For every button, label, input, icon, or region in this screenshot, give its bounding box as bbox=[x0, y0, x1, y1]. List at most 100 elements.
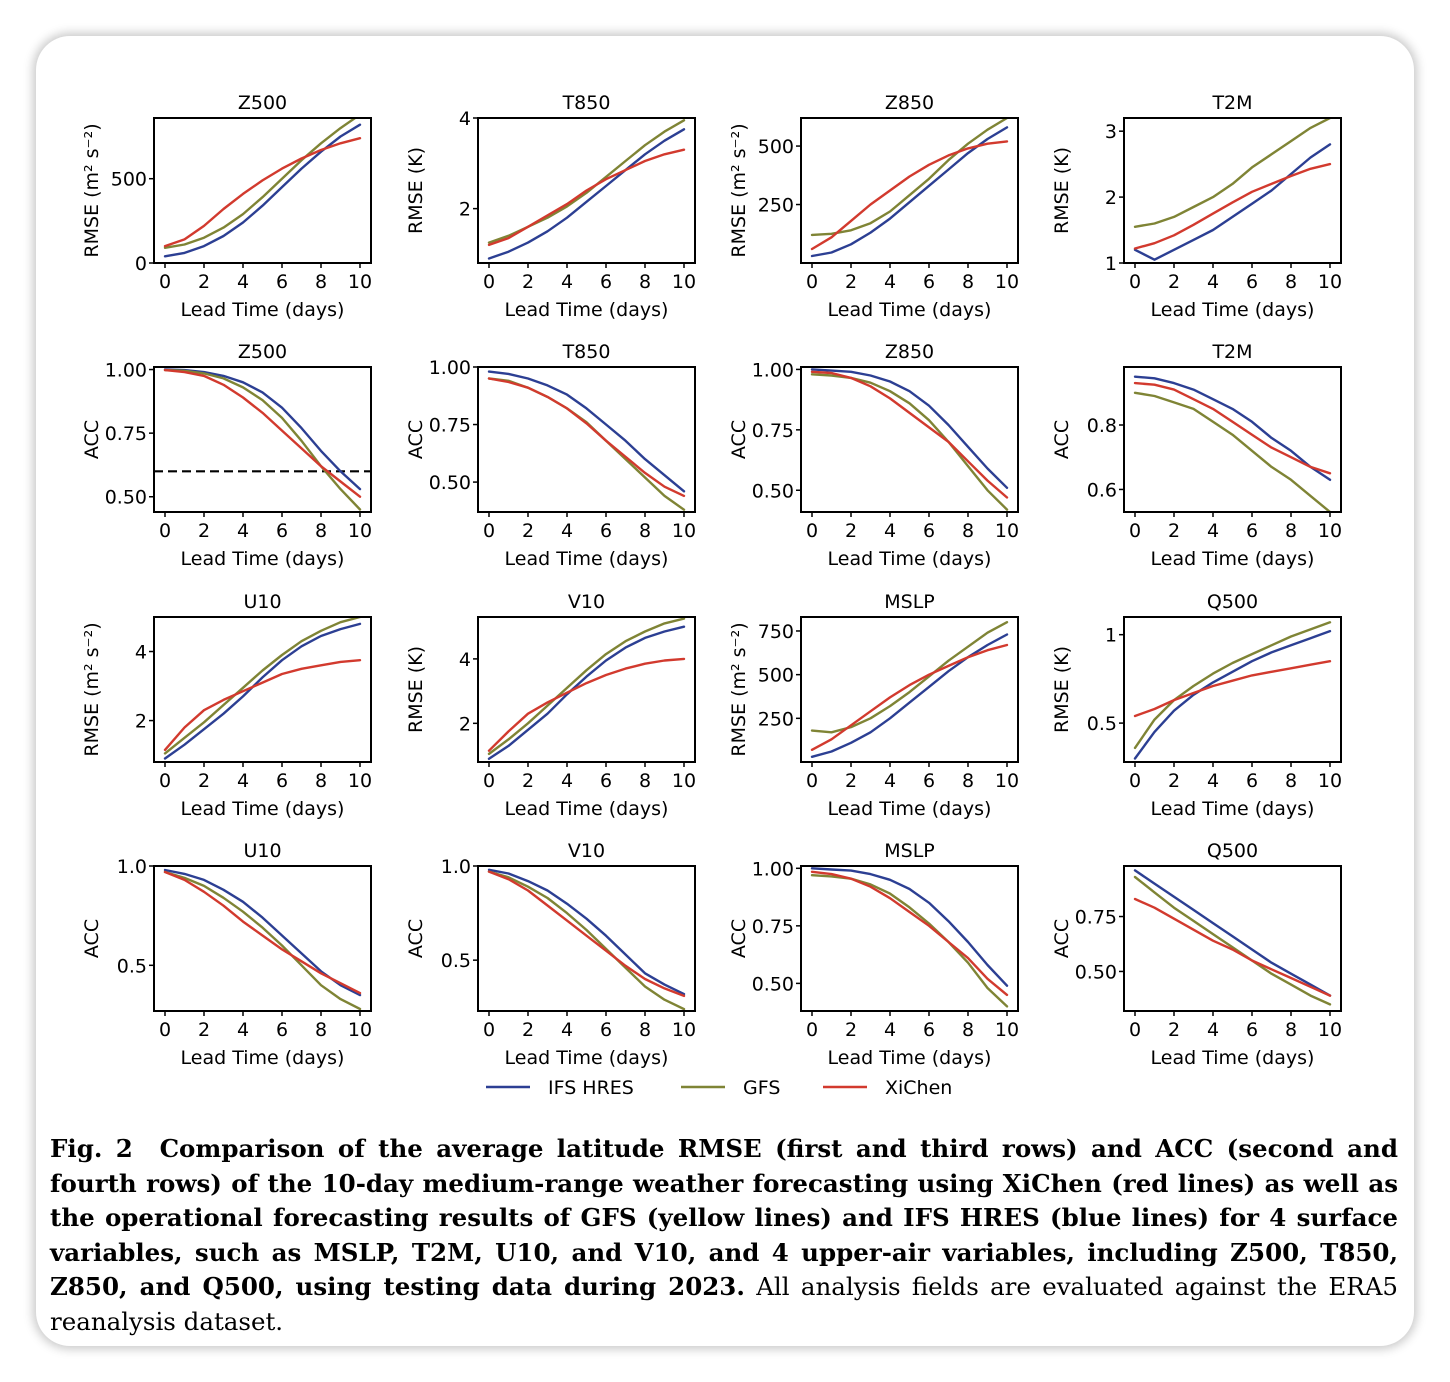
series-line-gfs bbox=[810, 373, 1009, 511]
y-tick-label: 1 bbox=[1105, 253, 1117, 275]
x-tick-label: 6 bbox=[276, 520, 288, 542]
x-axis-label: Lead Time (days) bbox=[505, 299, 669, 321]
y-axis-label: RMSE (K) bbox=[405, 147, 427, 234]
x-tick-label: 0 bbox=[806, 1019, 818, 1041]
series-line-xichen bbox=[810, 643, 1009, 751]
x-tick-label: 10 bbox=[1318, 770, 1342, 792]
x-tick-label: 2 bbox=[1168, 770, 1180, 792]
x-tick-label: 2 bbox=[1168, 520, 1180, 542]
axes-frame bbox=[153, 117, 372, 264]
series-line-xichen bbox=[1133, 381, 1332, 475]
caption-normal-text: All analysis fields are evaluated agains… bbox=[50, 1272, 1398, 1336]
panel-title: T850 bbox=[562, 92, 611, 114]
series-line-gfs bbox=[810, 621, 1009, 734]
series-line-gfs bbox=[487, 618, 686, 756]
y-tick-label: 0.8 bbox=[1087, 415, 1117, 437]
x-tick-label: 4 bbox=[561, 1019, 573, 1041]
y-tick-label: 1.0 bbox=[117, 856, 147, 878]
x-tick-label: 0 bbox=[1129, 1019, 1141, 1041]
y-axis-label: RMSE (m² s⁻²) bbox=[81, 622, 103, 756]
x-tick-label: 10 bbox=[995, 1019, 1019, 1041]
y-tick-label: 0.50 bbox=[105, 487, 147, 509]
y-axis-label: RMSE (K) bbox=[1051, 147, 1073, 234]
x-tick-label: 8 bbox=[639, 271, 651, 293]
series-line-gfs bbox=[1133, 391, 1331, 511]
x-tick-label: 8 bbox=[315, 1019, 327, 1041]
x-tick-label: 2 bbox=[522, 520, 534, 542]
series-line-ifs-hres bbox=[1133, 869, 1332, 997]
y-axis-label: ACC bbox=[1051, 420, 1073, 459]
series-line-xichen bbox=[487, 657, 686, 752]
y-tick-label: 4 bbox=[135, 642, 147, 664]
x-axis-label: Lead Time (days) bbox=[505, 1047, 669, 1069]
panel-title: Z850 bbox=[885, 341, 934, 363]
x-tick-label: 10 bbox=[348, 770, 372, 792]
y-tick-label: 0.50 bbox=[752, 480, 794, 502]
x-tick-label: 2 bbox=[198, 1019, 210, 1041]
x-tick-label: 4 bbox=[884, 1019, 896, 1041]
x-tick-label: 10 bbox=[672, 271, 696, 293]
x-tick-label: 4 bbox=[237, 271, 249, 293]
series-line-gfs bbox=[810, 119, 1008, 237]
y-tick-label: 0.50 bbox=[752, 973, 794, 995]
x-tick-label: 6 bbox=[923, 520, 935, 542]
x-tick-label: 2 bbox=[1168, 1019, 1180, 1041]
series-line-gfs bbox=[163, 119, 356, 250]
x-tick-label: 4 bbox=[884, 770, 896, 792]
y-axis-label: RMSE (m² s⁻²) bbox=[728, 622, 750, 756]
series-line-gfs bbox=[163, 870, 362, 1010]
axes-frame bbox=[1123, 366, 1342, 513]
x-tick-label: 2 bbox=[522, 271, 534, 293]
y-tick-label: 3 bbox=[1105, 121, 1117, 143]
y-tick-label: 0.75 bbox=[1075, 907, 1117, 929]
x-axis-label: Lead Time (days) bbox=[181, 1047, 345, 1069]
y-tick-label: 0.6 bbox=[1087, 479, 1117, 501]
panel-title: Q500 bbox=[1207, 840, 1258, 862]
panel-title: V10 bbox=[568, 840, 605, 862]
x-tick-label: 8 bbox=[1285, 1019, 1297, 1041]
x-tick-label: 0 bbox=[806, 271, 818, 293]
x-tick-label: 8 bbox=[962, 520, 974, 542]
series-line-xichen bbox=[163, 659, 362, 752]
y-tick-label: 500 bbox=[111, 169, 147, 191]
y-tick-label: 500 bbox=[758, 665, 794, 687]
x-tick-label: 6 bbox=[276, 770, 288, 792]
x-tick-label: 8 bbox=[639, 1019, 651, 1041]
x-tick-label: 8 bbox=[639, 770, 651, 792]
y-tick-label: 250 bbox=[758, 195, 794, 217]
series-line-xichen bbox=[1133, 660, 1332, 718]
x-tick-label: 6 bbox=[1246, 770, 1258, 792]
x-tick-label: 4 bbox=[884, 271, 896, 293]
series-line-xichen bbox=[163, 368, 362, 498]
x-tick-label: 6 bbox=[1246, 1019, 1258, 1041]
series-line-gfs bbox=[1133, 875, 1332, 1006]
series-line-ifs-hres bbox=[810, 867, 1009, 987]
axes-frame bbox=[153, 366, 372, 513]
x-axis-label: Lead Time (days) bbox=[1151, 299, 1315, 321]
panel-title: Z850 bbox=[885, 92, 934, 114]
x-tick-label: 10 bbox=[995, 271, 1019, 293]
legend-label-ifs-hres: IFS HRES bbox=[548, 1077, 634, 1099]
y-axis-label: ACC bbox=[405, 919, 427, 958]
x-tick-label: 6 bbox=[923, 770, 935, 792]
x-tick-label: 0 bbox=[1129, 271, 1141, 293]
x-tick-label: 4 bbox=[1207, 1019, 1219, 1041]
x-axis-label: Lead Time (days) bbox=[505, 798, 669, 820]
series-line-xichen bbox=[163, 136, 362, 248]
y-tick-label: 1.00 bbox=[105, 360, 147, 382]
x-tick-label: 2 bbox=[198, 271, 210, 293]
x-tick-label: 0 bbox=[483, 770, 495, 792]
series-line-xichen bbox=[487, 377, 686, 498]
x-tick-label: 10 bbox=[348, 271, 372, 293]
x-tick-label: 6 bbox=[923, 1019, 935, 1041]
x-tick-label: 4 bbox=[237, 1019, 249, 1041]
series-line-ifs-hres bbox=[810, 368, 1009, 489]
axes-frame bbox=[477, 865, 696, 1012]
axes-frame bbox=[153, 616, 372, 763]
